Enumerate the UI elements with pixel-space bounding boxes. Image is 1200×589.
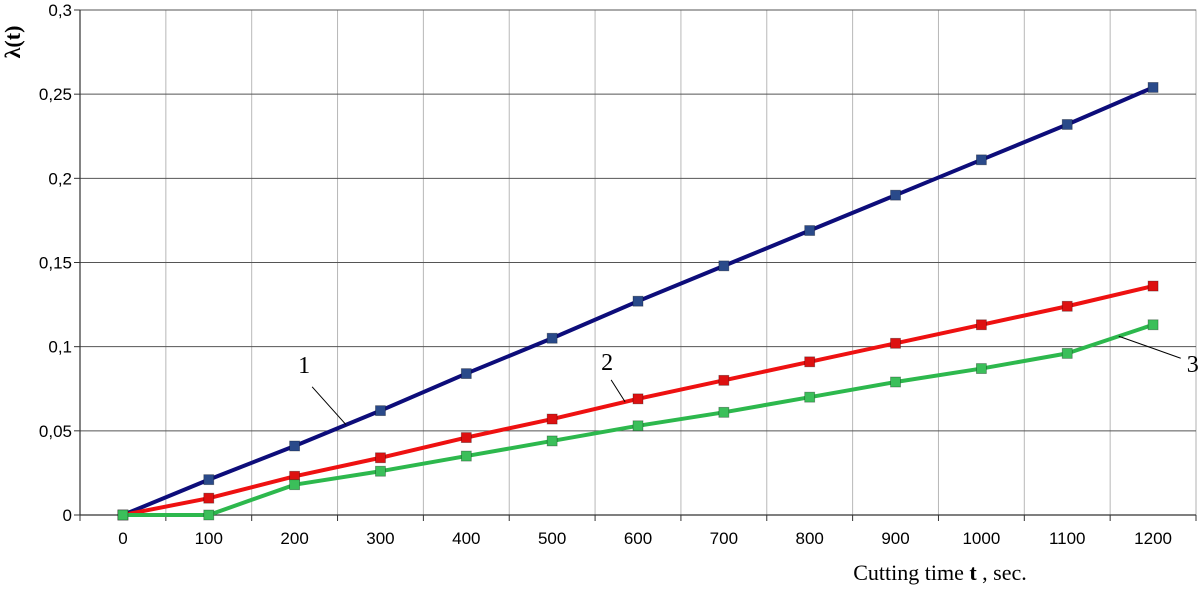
- x-axis-title-text: Cutting time: [853, 560, 969, 585]
- annotation-label-1: 1: [298, 353, 310, 379]
- data-point-2: [804, 356, 816, 368]
- y-tick-label: 0: [63, 506, 72, 525]
- series-lines: [117, 82, 1159, 521]
- x-axis-title: Cutting time t , sec.: [853, 560, 1027, 585]
- data-point-2: [718, 374, 730, 386]
- data-point-3: [718, 406, 730, 418]
- data-point-3: [1147, 319, 1159, 331]
- data-point-3: [890, 376, 901, 388]
- tick-labels: 0 0,05 0,1 0,15 0,2 0,25 0,3 0 100 200 300 400 500 60…: [39, 1, 1172, 548]
- data-point-2: [546, 413, 558, 425]
- x-tick-label: 0: [118, 529, 127, 548]
- data-point-2: [890, 337, 901, 349]
- data-point-2: [632, 393, 644, 405]
- annotation-leader-1: [311, 386, 347, 426]
- annotation-label-2: 2: [601, 350, 613, 376]
- data-point-3: [289, 479, 301, 491]
- data-point-2: [375, 452, 386, 464]
- data-point-3: [975, 363, 987, 374]
- data-point-2: [203, 492, 215, 504]
- curve-annotations: 1 2 3: [298, 335, 1199, 426]
- data-point-1: [546, 332, 558, 344]
- y-tick-label: 0,2: [48, 169, 72, 188]
- data-point-1: [460, 368, 472, 380]
- x-tick-label: 100: [195, 529, 223, 548]
- y-tick-label: 0,25: [39, 85, 72, 104]
- x-tick-label: 1000: [962, 529, 1000, 548]
- data-point-3: [1061, 347, 1073, 359]
- data-point-3: [546, 435, 558, 447]
- x-tick-label: 600: [624, 529, 652, 548]
- data-point-1: [718, 260, 730, 272]
- grid: [79, 9, 1197, 516]
- x-tick-label: 800: [796, 529, 824, 548]
- data-point-1: [203, 474, 215, 486]
- x-axis-title-var: t: [969, 560, 977, 585]
- x-tick-label: 500: [538, 529, 566, 548]
- data-point-3: [460, 450, 472, 462]
- annotation-leader-2: [610, 379, 626, 403]
- x-tick-label: 200: [280, 529, 308, 548]
- annotation-label-3: 3: [1187, 352, 1199, 378]
- data-point-1: [375, 405, 386, 417]
- data-point-1: [289, 440, 301, 452]
- data-point-3: [804, 391, 816, 403]
- x-tick-label: 400: [452, 529, 480, 548]
- x-tick-label: 300: [366, 529, 394, 548]
- y-axis-title: λ(t): [0, 26, 25, 59]
- data-point-1: [890, 189, 901, 201]
- data-point-2: [1061, 300, 1073, 312]
- axes: [74, 9, 1197, 521]
- y-tick-label: 0,15: [39, 254, 72, 273]
- data-point-2: [460, 432, 472, 443]
- series-line-3: [122, 322, 1154, 517]
- data-point-2: [1147, 280, 1159, 292]
- data-point-1: [1061, 119, 1073, 130]
- data-point-3: [375, 465, 386, 477]
- y-tick-label: 0,1: [48, 338, 72, 357]
- data-point-1: [804, 225, 816, 236]
- x-axis-title-unit: , sec.: [977, 560, 1027, 585]
- data-point-1: [632, 295, 644, 307]
- x-tick-label: 700: [710, 529, 738, 548]
- data-point-2: [975, 319, 987, 331]
- annotation-leader-3: [1118, 335, 1181, 359]
- x-tick-label: 900: [881, 529, 909, 548]
- x-tick-label: 1200: [1134, 529, 1172, 548]
- data-point-1: [975, 154, 987, 166]
- data-point-1: [1147, 82, 1159, 93]
- data-point-3: [632, 420, 644, 432]
- x-tick-label: 1100: [1049, 529, 1086, 548]
- y-tick-label: 0,3: [48, 1, 72, 20]
- data-point-3: [203, 509, 215, 521]
- data-point-3: [117, 509, 129, 521]
- y-tick-label: 0,05: [39, 422, 72, 441]
